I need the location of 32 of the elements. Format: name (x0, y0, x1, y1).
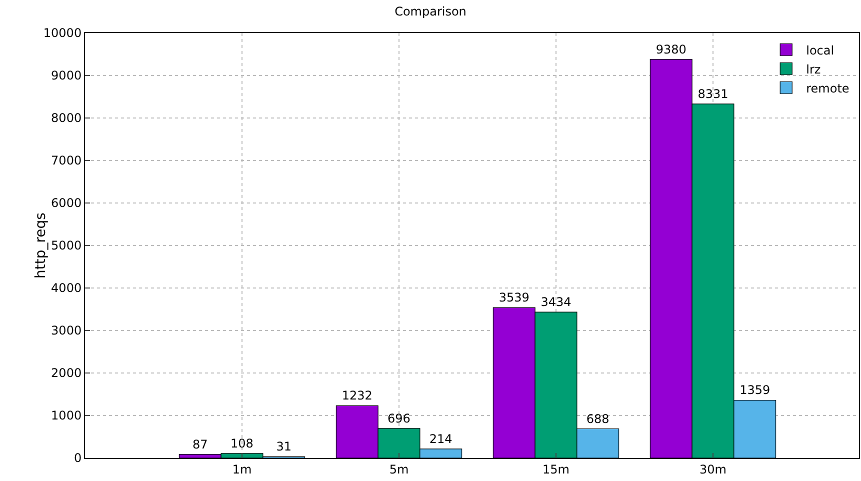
legend-label: local (806, 43, 834, 58)
y-tick-label: 2000 (51, 366, 82, 380)
data-label: 31 (276, 440, 292, 454)
y-tick-label: 10000 (43, 26, 82, 40)
legend-label: remote (806, 81, 850, 96)
y-tick-label: 5000 (51, 238, 82, 253)
data-label: 87 (192, 437, 208, 452)
y-tick-label: 0 (74, 451, 82, 466)
y-tick-label: 3000 (51, 324, 82, 338)
x-tick-label: 15m (542, 462, 570, 476)
data-label: 3434 (540, 295, 572, 310)
x-tick-label: 30m (700, 462, 726, 476)
y-tick-label: 9000 (51, 68, 82, 83)
data-label: 9380 (656, 42, 686, 56)
legend-label: lrz (806, 62, 821, 76)
y-tick-label: 8000 (51, 111, 82, 126)
data-label: 214 (429, 432, 452, 446)
data-label: 1232 (342, 388, 372, 403)
data-label: 1359 (740, 383, 770, 398)
y-tick-label: 6000 (51, 196, 82, 210)
data-label: 696 (388, 411, 410, 426)
chart-title: Comparison (394, 4, 466, 19)
y-axis-title: http_reqs (33, 212, 50, 278)
data-label: 3539 (498, 290, 530, 305)
x-tick-label: 5m (389, 462, 409, 476)
data-label: 8331 (698, 86, 728, 101)
y-tick-label: 7000 (51, 154, 82, 168)
y-tick-label: 4000 (51, 281, 82, 296)
x-tick-label: 1m (232, 462, 252, 476)
data-label: 108 (230, 436, 254, 450)
data-label: 688 (586, 412, 610, 426)
y-tick-label: 1000 (51, 408, 82, 423)
